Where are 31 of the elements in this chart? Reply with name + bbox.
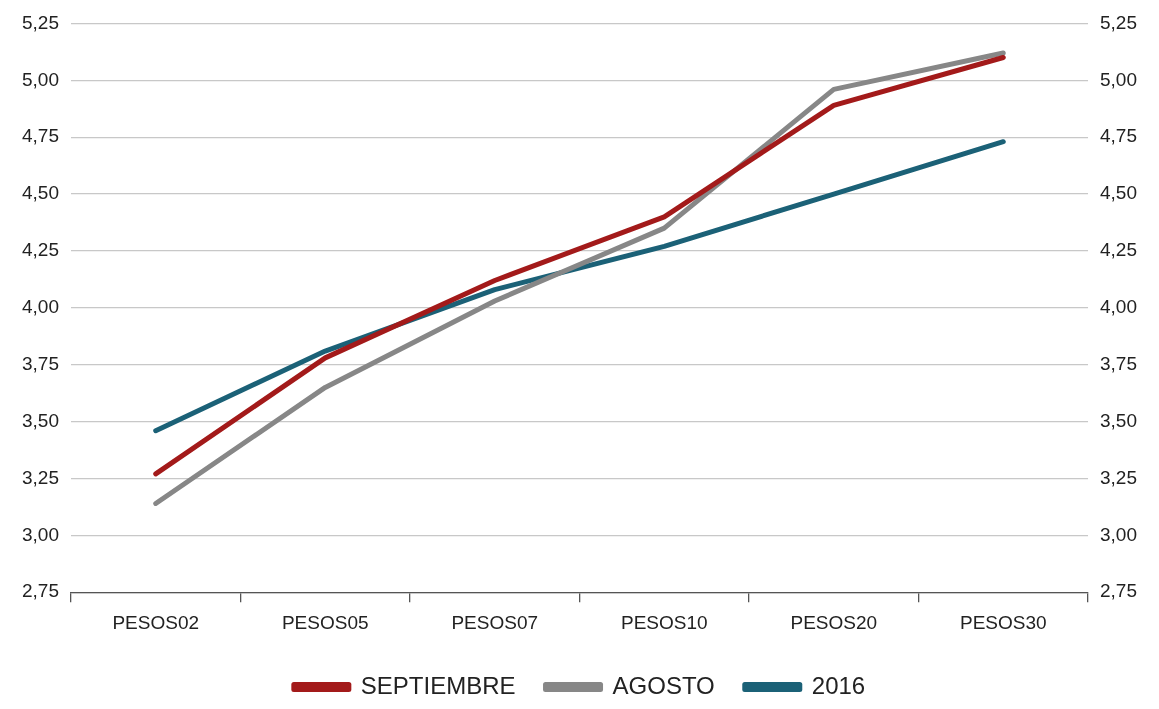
y-tick-label: 3,50 — [22, 409, 59, 431]
y2-tick-label: 5,00 — [1100, 68, 1137, 90]
y2-tick-label: 2,75 — [1100, 580, 1137, 602]
y2-tick-label: 3,00 — [1100, 523, 1137, 545]
x-tick-label: PESOS05 — [281, 611, 369, 633]
y-tick-label: 3,25 — [22, 466, 59, 488]
y2-tick-label: 4,00 — [1100, 296, 1137, 318]
y2-tick-label: 3,50 — [1100, 409, 1137, 431]
y2-tick-label: 3,25 — [1100, 466, 1137, 488]
legend-label: SEPTIEMBRE — [360, 671, 516, 699]
legend-label: AGOSTO — [612, 671, 715, 699]
x-tick-label: PESOS02 — [112, 611, 200, 633]
x-tick-label: PESOS07 — [451, 611, 539, 633]
y-tick-label: 3,75 — [22, 352, 59, 374]
y2-tick-label: 4,25 — [1100, 239, 1137, 261]
y-tick-label: 5,25 — [22, 11, 59, 33]
legend-label: 2016 — [811, 671, 866, 699]
y2-tick-label: 4,75 — [1100, 125, 1137, 147]
y-tick-label: 4,00 — [22, 296, 59, 318]
y2-tick-label: 5,25 — [1100, 11, 1137, 33]
y-tick-label: 4,75 — [22, 125, 59, 147]
y-tick-label: 3,00 — [22, 523, 59, 545]
y2-tick-label: 4,50 — [1100, 182, 1137, 204]
y2-tick-label: 3,75 — [1100, 352, 1137, 374]
x-tick-label: PESOS20 — [790, 611, 878, 633]
x-tick-label: PESOS30 — [959, 611, 1047, 633]
y-tick-label: 5,00 — [22, 68, 59, 90]
x-tick-label: PESOS10 — [620, 611, 708, 633]
y-tick-label: 2,75 — [22, 580, 59, 602]
y-tick-label: 4,50 — [22, 182, 59, 204]
y-tick-label: 4,25 — [22, 239, 59, 261]
